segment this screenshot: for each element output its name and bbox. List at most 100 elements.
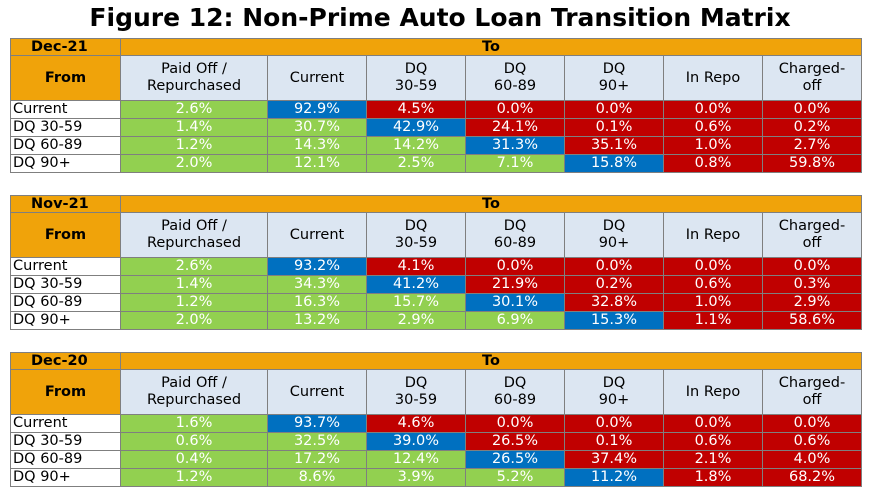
cell: 1.2% (120, 468, 268, 487)
period: Dec-21 (10, 38, 121, 56)
row-label: Current (10, 257, 121, 276)
cell: 1.1% (663, 311, 763, 330)
column-header-row: From Paid Off / Repurchased Current DQ 30-5… (10, 212, 863, 258)
column-header: DQ 60-89 (465, 369, 565, 415)
cell: 93.2% (267, 257, 367, 276)
cell: 34.3% (267, 275, 367, 294)
to-label: To (119, 195, 863, 213)
row-label: DQ 30-59 (10, 432, 121, 451)
column-header: DQ 30-59 (366, 212, 466, 258)
cell: 0.6% (663, 432, 763, 451)
cell: 30.1% (465, 293, 565, 312)
cell: 16.3% (267, 293, 367, 312)
cell: 1.0% (663, 293, 763, 312)
cell: 31.3% (465, 136, 565, 155)
transition-table: Nov-21 To From Paid Off / Repurchased Curren… (10, 195, 863, 330)
cell: 32.8% (564, 293, 664, 312)
column-header: In Repo (663, 212, 763, 258)
cell: 21.9% (465, 275, 565, 294)
column-header: DQ 30-59 (366, 369, 466, 415)
data-row: DQ 90+ 2.0% 12.1% 2.5% 7.1% 15.8% 0.8% 59.8% (10, 154, 863, 173)
cell: 41.2% (366, 275, 466, 294)
cell: 15.3% (564, 311, 664, 330)
cell: 14.2% (366, 136, 466, 155)
to-label: To (119, 352, 863, 370)
data-row: DQ 30-59 0.6% 32.5% 39.0% 26.5% 0.1% 0.6% 0.6% (10, 432, 863, 451)
cell: 4.5% (366, 100, 466, 119)
column-header: DQ 30-59 (366, 55, 466, 101)
title: Figure 12: Non-Prime Auto Loan Transitio… (89, 3, 791, 32)
cell: 26.5% (465, 432, 565, 451)
cell: 0.1% (564, 432, 664, 451)
column-header: In Repo (663, 369, 763, 415)
cell: 2.6% (120, 100, 268, 119)
row-label: DQ 30-59 (10, 275, 121, 294)
cell: 2.1% (663, 450, 763, 469)
cell: 59.8% (761, 154, 863, 173)
header-row: Dec-20 To (10, 352, 863, 370)
cell: 0.2% (564, 275, 664, 294)
cell: 2.0% (120, 311, 268, 330)
cell: 32.5% (267, 432, 367, 451)
row-label: DQ 90+ (10, 154, 121, 173)
row-label: DQ 60-89 (10, 450, 121, 469)
cell: 0.4% (120, 450, 268, 469)
column-header: Charged- off (761, 369, 863, 415)
cell: 1.0% (663, 136, 763, 155)
cell: 0.0% (465, 414, 565, 433)
cell: 0.0% (564, 100, 664, 119)
data-row: DQ 60-89 1.2% 16.3% 15.7% 30.1% 32.8% 1.0% 2.9% (10, 293, 863, 312)
cell: 7.1% (465, 154, 565, 173)
period: Dec-20 (10, 352, 121, 370)
data-row: DQ 90+ 1.2% 8.6% 3.9% 5.2% 11.2% 1.8% 68.2% (10, 468, 863, 487)
cell: 2.9% (366, 311, 466, 330)
cell: 0.2% (761, 118, 863, 137)
data-row: DQ 30-59 1.4% 30.7% 42.9% 24.1% 0.1% 0.6% 0.2% (10, 118, 863, 137)
cell: 24.1% (465, 118, 565, 137)
data-row: Current 1.6% 93.7% 4.6% 0.0% 0.0% 0.0% 0.0% (10, 414, 863, 433)
data-row: Current 2.6% 92.9% 4.5% 0.0% 0.0% 0.0% 0.0% (10, 100, 863, 119)
cell: 1.6% (120, 414, 268, 433)
cell: 4.6% (366, 414, 466, 433)
cell: 30.7% (267, 118, 367, 137)
column-header: Current (267, 212, 367, 258)
cell: 0.0% (663, 257, 763, 276)
cell: 0.0% (465, 257, 565, 276)
from-label: From (10, 55, 121, 101)
cell: 1.2% (120, 293, 268, 312)
transition-table: Dec-21 To From Paid Off / Repurchased Curren… (10, 38, 863, 173)
cell: 0.0% (761, 257, 863, 276)
column-header: DQ 90+ (564, 212, 664, 258)
cell: 1.2% (120, 136, 268, 155)
row-label: DQ 90+ (10, 311, 121, 330)
column-header-row: From Paid Off / Repurchased Current DQ 30-5… (10, 369, 863, 415)
cell: 39.0% (366, 432, 466, 451)
data-row: DQ 60-89 0.4% 17.2% 12.4% 26.5% 37.4% 2.1% 4.0% (10, 450, 863, 469)
cell: 42.9% (366, 118, 466, 137)
column-header: Current (267, 55, 367, 101)
cell: 1.4% (120, 275, 268, 294)
cell: 4.1% (366, 257, 466, 276)
cell: 1.4% (120, 118, 268, 137)
cell: 3.9% (366, 468, 466, 487)
cell: 2.5% (366, 154, 466, 173)
cell: 4.0% (761, 450, 863, 469)
column-header: DQ 60-89 (465, 212, 565, 258)
from-label: From (10, 369, 121, 415)
column-header: Current (267, 369, 367, 415)
cell: 0.0% (663, 100, 763, 119)
column-header: Paid Off / Repurchased (120, 369, 268, 415)
cell: 17.2% (267, 450, 367, 469)
from-label: From (10, 212, 121, 258)
cell: 0.8% (663, 154, 763, 173)
column-header: Charged- off (761, 55, 863, 101)
cell: 11.2% (564, 468, 664, 487)
cell: 68.2% (761, 468, 863, 487)
cell: 0.6% (663, 275, 763, 294)
cell: 2.9% (761, 293, 863, 312)
transition-table: Dec-20 To From Paid Off / Repurchased Curren… (10, 352, 863, 487)
cell: 12.1% (267, 154, 367, 173)
row-label: Current (10, 414, 121, 433)
cell: 2.6% (120, 257, 268, 276)
cell: 0.0% (465, 100, 565, 119)
